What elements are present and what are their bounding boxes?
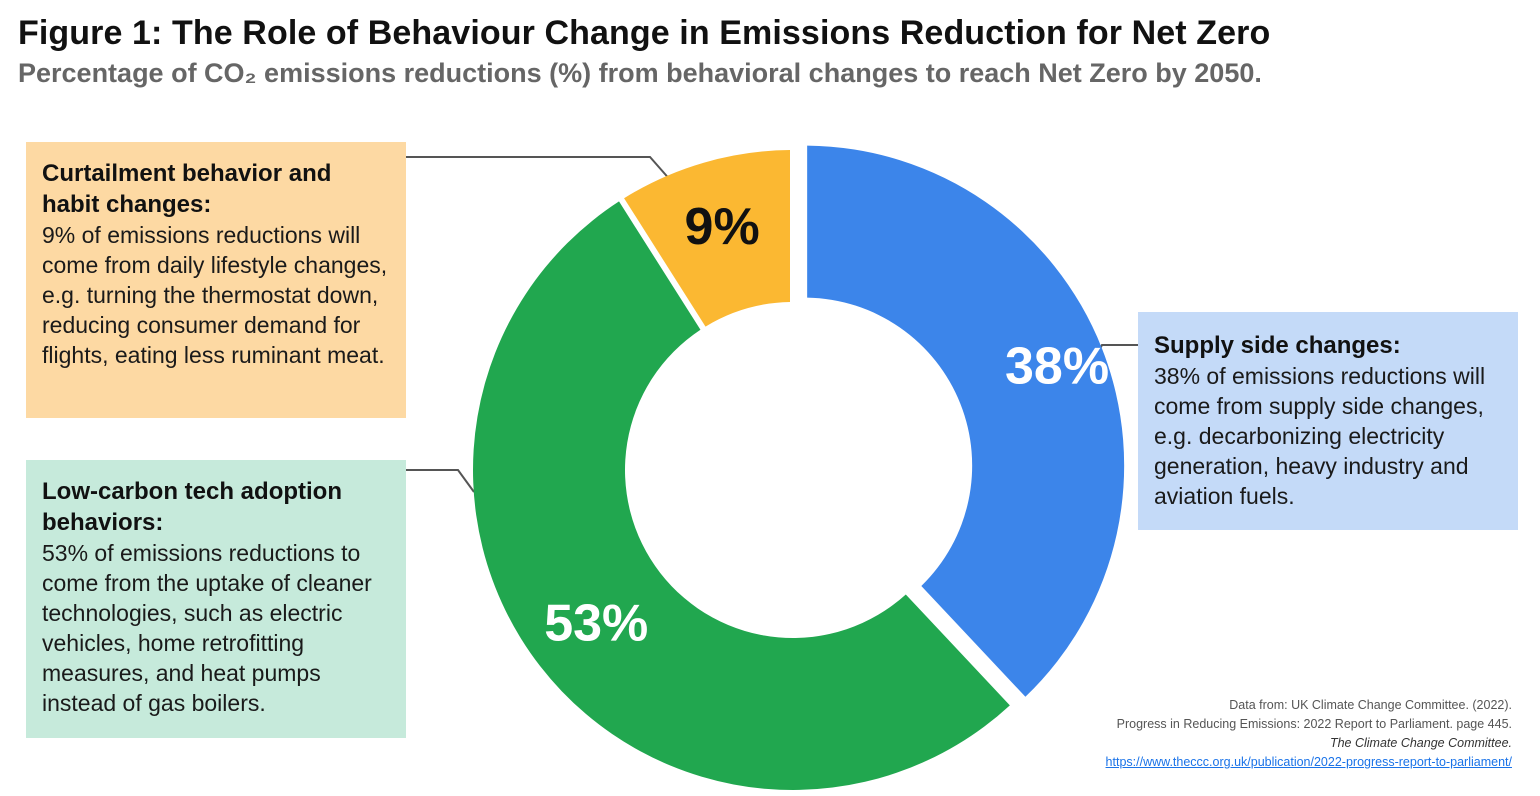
source-link[interactable]: https://www.theccc.org.uk/publication/20… xyxy=(1105,755,1512,769)
callout-lowcarbon-heading: Low-carbon tech adoption behaviors: xyxy=(42,478,342,536)
source-line-2: Progress in Reducing Emissions: 2022 Rep… xyxy=(1116,717,1512,731)
slice-supply-side-changes xyxy=(807,145,1125,697)
source-line-3: The Climate Change Committee. xyxy=(1329,736,1512,750)
leader-lowcarbon xyxy=(406,469,475,493)
chart-title: Figure 1: The Role of Behaviour Change i… xyxy=(18,14,1271,52)
callout-curtailment-heading: Curtailment behavior and habit changes: xyxy=(42,160,332,218)
slice-label-supply-side-changes: 38% xyxy=(1005,337,1109,395)
slice-label-low-carbon-tech-adoption-behaviors: 53% xyxy=(544,595,648,653)
slice-label-curtailment-behavior-and-habit-changes: 9% xyxy=(685,198,760,256)
source-line-1: Data from: UK Climate Change Committee. … xyxy=(1229,698,1512,712)
callout-curtailment-body: 9% of emissions reductions will come fro… xyxy=(42,222,388,368)
slice-low-carbon-tech-adoption-behaviors xyxy=(473,201,1010,790)
slice-labels: 38% 53% 9% xyxy=(544,198,1109,653)
slice-curtailment-behavior-and-habit-changes xyxy=(624,150,791,327)
callout-lowcarbon: Low-carbon tech adoption behaviors: 53% … xyxy=(26,460,406,738)
chart-subtitle: Percentage of CO₂ emissions reductions (… xyxy=(18,58,1262,88)
callout-supply: Supply side changes: 38% of emissions re… xyxy=(1138,312,1518,530)
callout-supply-heading: Supply side changes: xyxy=(1154,332,1401,359)
leader-curtailment xyxy=(406,156,673,183)
callout-curtailment: Curtailment behavior and habit changes: … xyxy=(26,142,406,418)
callout-lowcarbon-body: 53% of emissions reductions to come from… xyxy=(42,540,372,716)
donut-slices xyxy=(473,145,1125,790)
source-citation: Data from: UK Climate Change Committee. … xyxy=(1106,696,1512,772)
callout-supply-body: 38% of emissions reductions will come fr… xyxy=(1154,363,1486,509)
